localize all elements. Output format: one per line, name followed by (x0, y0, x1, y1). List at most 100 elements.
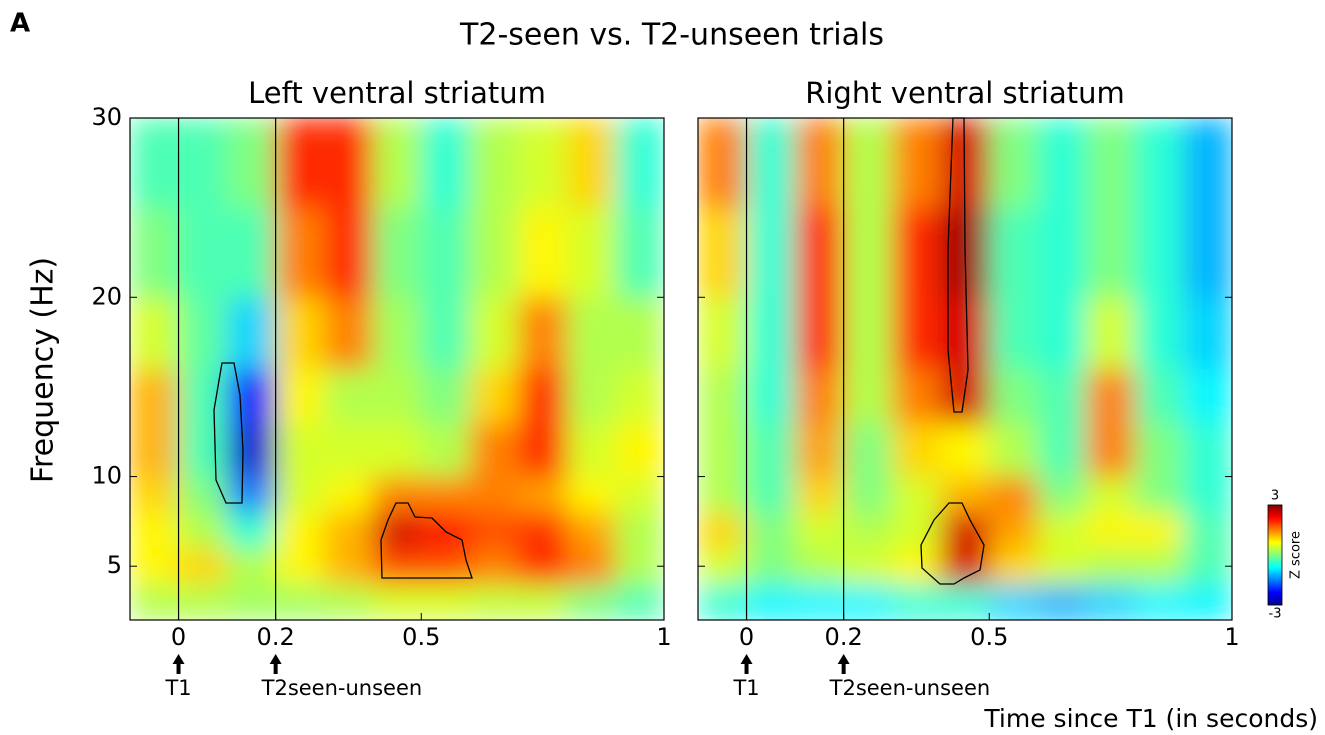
heatmap-cell (1183, 369, 1232, 424)
heatmap-cell (843, 369, 893, 424)
heatmap-cell (843, 512, 893, 549)
contour (947, 117, 969, 413)
heatmap-cell (892, 584, 942, 620)
heatmap-cell (372, 422, 422, 478)
heatmap-cell (698, 476, 748, 513)
heatmap-cell (518, 584, 568, 620)
heatmap-cell (698, 422, 748, 478)
heatmap-cell (795, 512, 845, 549)
heatmap-cell (615, 369, 664, 424)
heatmap-cell (421, 476, 471, 513)
heatmap-cell (746, 512, 796, 549)
heatmap-cell (227, 207, 277, 298)
heatmap-cell (843, 207, 893, 298)
event-label: T2seen-unseen (261, 676, 423, 700)
heatmap-cell (566, 297, 616, 370)
x-tick-label: 0.2 (257, 623, 295, 651)
heatmap-cell (518, 297, 568, 370)
heatmap-cell (518, 369, 568, 424)
heatmap-cell (178, 422, 228, 478)
heatmap-cell (1086, 476, 1136, 513)
heatmap-cell (843, 297, 893, 370)
heatmap-cell (566, 369, 616, 424)
x-tick-label: 0.5 (970, 623, 1008, 651)
heatmap-cell (1037, 118, 1087, 209)
heatmap-cell (795, 297, 845, 370)
heatmap-cell (1037, 584, 1087, 620)
heatmap-cell (324, 369, 374, 424)
heatmap-cell (746, 118, 796, 209)
heatmap-cell (275, 297, 325, 370)
heatmap-cell (518, 207, 568, 298)
heatmap-cell (1037, 548, 1087, 585)
heatmap-cell (324, 548, 374, 585)
heatmap-cell (615, 207, 664, 298)
heatmap-cell (746, 476, 796, 513)
event-arrow (740, 654, 753, 674)
heatmap-cell (1086, 512, 1136, 549)
cluster-contours (213, 117, 985, 585)
heatmap-cell (1037, 512, 1087, 549)
heatmap-cell (795, 476, 845, 513)
heatmap-cell (372, 548, 422, 585)
heatmap-cell (566, 422, 616, 478)
heatmap-cell (989, 512, 1039, 549)
heatmap-cell (1134, 584, 1184, 620)
heatmap-cell (1037, 369, 1087, 424)
heatmap-cell (1183, 118, 1232, 209)
contour (380, 502, 473, 579)
heatmap-cell (178, 118, 228, 209)
heatmap-cell (1134, 207, 1184, 298)
heatmap-cell (940, 422, 990, 478)
heatmap-cell (178, 297, 228, 370)
heatmap-cell (178, 476, 228, 513)
heatmap-cell (615, 476, 664, 513)
heatmap-cell (940, 369, 990, 424)
y-tick-label: 10 (91, 462, 122, 490)
heatmap-cell (275, 118, 325, 209)
heatmap-cell (1134, 548, 1184, 585)
heatmap-cell (795, 207, 845, 298)
heatmap-cell (698, 512, 748, 549)
heatmap-cell (275, 369, 325, 424)
heatmap-cell (275, 584, 325, 620)
x-axis-label: Time since T1 (in seconds) (983, 704, 1318, 733)
heatmap-cell (843, 118, 893, 209)
event-arrow (837, 654, 850, 674)
heatmap-cell (324, 584, 374, 620)
heatmap-cell (275, 548, 325, 585)
heatmap-cell (615, 118, 664, 209)
event-label: T1 (732, 676, 759, 700)
heatmap-cell (566, 476, 616, 513)
heatmap-cell (130, 584, 180, 620)
heatmap-cell (566, 584, 616, 620)
x-tick-label: 0.2 (825, 623, 863, 651)
heatmap-cell (892, 512, 942, 549)
colorbar (1267, 504, 1283, 606)
heatmap-cell (940, 476, 990, 513)
heatmap-cell (469, 548, 519, 585)
heatmap-cell (372, 512, 422, 549)
event-label: T2seen-unseen (829, 676, 991, 700)
panel-label: A (10, 9, 30, 39)
heatmap-cell (746, 422, 796, 478)
heatmap-cell (615, 584, 664, 620)
heatmap-cell (1134, 512, 1184, 549)
heatmap-cell (795, 422, 845, 478)
heatmap-cell (1086, 548, 1136, 585)
heatmap-cell (892, 297, 942, 370)
heatmap-cell (940, 512, 990, 549)
heatmap-cell (892, 118, 942, 209)
x-tick-label: 1 (1224, 623, 1239, 651)
colorbar-label: Z score (1289, 531, 1304, 579)
heatmap-cell (795, 584, 845, 620)
heatmap-cell (130, 118, 180, 209)
heatmap-cell (227, 548, 277, 585)
heatmap-cell (940, 118, 990, 209)
heatmap-cell (324, 476, 374, 513)
heatmap-cell (746, 207, 796, 298)
contour (920, 502, 985, 585)
heatmap-cell (843, 548, 893, 585)
heatmap-cell (1183, 422, 1232, 478)
